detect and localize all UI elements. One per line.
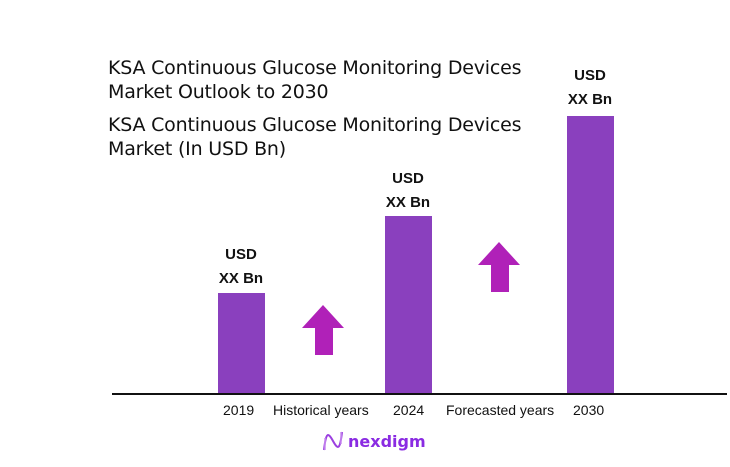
data-label-line: USD [574, 67, 606, 84]
data-label-2030: USD XX Bn [545, 64, 635, 112]
x-tick-2024: 2024 [393, 402, 425, 418]
title-line: Market Outlook to 2030 [108, 81, 329, 103]
annotation-historical: Historical years [273, 402, 369, 418]
x-tick-2030: 2030 [573, 402, 605, 418]
annotation-forecasted: Forecasted years [446, 402, 555, 418]
bar-2030 [567, 116, 614, 394]
up-arrow-icon [478, 242, 520, 292]
subtitle-line: KSA Continuous Glucose Monitoring Device… [108, 114, 522, 136]
data-label-line: USD [225, 246, 257, 263]
up-arrow-icon [302, 305, 344, 355]
x-tick-2019: 2019 [223, 402, 255, 418]
subtitle-line: Market (In USD Bn) [108, 138, 286, 160]
data-label-line: USD [392, 170, 424, 187]
data-label-line: XX Bn [567, 91, 613, 108]
nexdigm-logo-icon [323, 431, 343, 451]
data-label-2019: USD XX Bn [196, 243, 286, 291]
data-label-2024: USD XX Bn [363, 167, 453, 215]
bar-2024 [385, 216, 432, 394]
chart-subtitle: KSA Continuous Glucose Monitoring Device… [108, 113, 522, 161]
x-axis-line [112, 393, 727, 395]
data-label-line: XX Bn [385, 194, 431, 211]
title-line: KSA Continuous Glucose Monitoring Device… [108, 57, 522, 79]
logo-text: nexdigm [348, 431, 426, 451]
data-label-line: XX Bn [218, 270, 264, 287]
chart-title: KSA Continuous Glucose Monitoring Device… [108, 56, 522, 104]
nexdigm-logo: nexdigm [322, 430, 426, 452]
bar-2019 [218, 293, 265, 394]
